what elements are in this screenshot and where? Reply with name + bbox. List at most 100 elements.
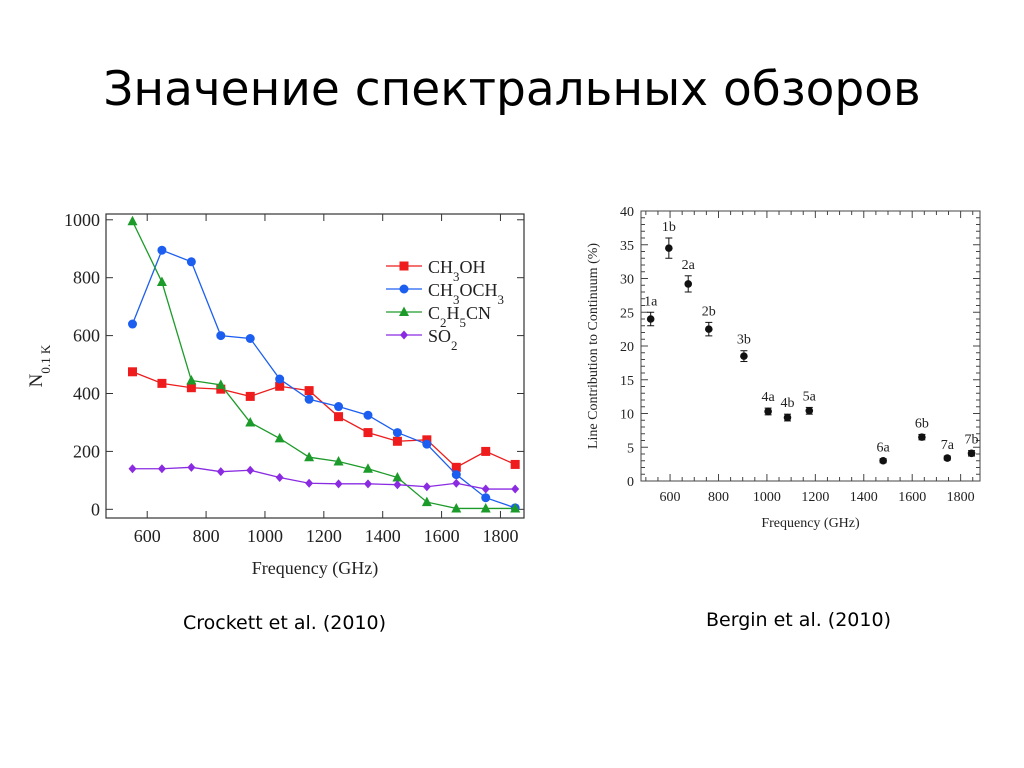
data-point-ch3och3: [186, 257, 196, 267]
legend-label: CH3OCH3: [428, 280, 504, 307]
data-point-ch3och3: [481, 493, 491, 503]
point-label-3b: 3b: [737, 333, 751, 348]
x-tick-label: 1800: [947, 490, 975, 505]
y-tick-label: 800: [73, 268, 100, 288]
x-tick-label: 1200: [801, 490, 829, 505]
point-label-1b: 1b: [662, 220, 676, 235]
x-tick-label: 1200: [306, 526, 342, 546]
data-point-ch3oh: [245, 391, 255, 401]
x-tick-label: 1400: [850, 490, 878, 505]
data-point-ch3oh: [186, 383, 196, 393]
data-point-c2h5cn: [156, 276, 167, 287]
point-label-4a: 4a: [762, 390, 776, 405]
data-point-so2: [157, 464, 166, 474]
point-label-7b: 7b: [965, 433, 979, 448]
data-point-ch3och3: [304, 394, 314, 404]
y-tick-label: 35: [620, 239, 634, 254]
data-point-c2h5cn: [362, 463, 373, 473]
x-tick-label: 1400: [365, 526, 401, 546]
y-tick-label: 30: [620, 273, 634, 288]
legend-marker: [399, 261, 409, 271]
y-axis-label-group: N0.1 K: [26, 344, 53, 387]
data-point-c2h5cn: [274, 432, 285, 443]
data-point-c2h5cn: [451, 502, 462, 513]
data-point-4b: [783, 413, 792, 422]
data-point-ch3oh: [363, 428, 373, 438]
series-line-ch3oh: [132, 371, 516, 469]
y-tick-label: 0: [627, 475, 634, 490]
x-axis-label: Frequency (GHz): [761, 516, 860, 531]
data-point-3b: [740, 352, 748, 360]
data-point-ch3oh: [451, 462, 461, 472]
x-tick-label: 600: [134, 526, 161, 546]
caption-bergin: Bergin et al. (2010): [706, 609, 891, 631]
data-point-ch3och3: [245, 333, 255, 343]
y-tick-label: 400: [73, 384, 100, 404]
data-point-so2: [422, 482, 431, 492]
slide-title: Значение спектральных обзоров: [103, 62, 921, 117]
y-tick-label: 40: [620, 205, 634, 220]
point-label-7a: 7a: [941, 438, 955, 453]
data-point-c2h5cn: [127, 215, 138, 226]
data-point-2a: [684, 280, 693, 288]
legend-marker: [399, 306, 409, 316]
data-point-so2: [334, 479, 343, 489]
point-label-4b: 4b: [780, 396, 794, 411]
data-point-7a: [943, 454, 952, 462]
data-point-6b: [918, 433, 926, 441]
data-point-ch3oh: [275, 381, 285, 391]
data-point-so2: [481, 484, 490, 494]
x-axis-label: Frequency (GHz): [252, 558, 378, 579]
point-label-6b: 6b: [915, 416, 929, 431]
x-tick-label: 1000: [753, 490, 781, 505]
data-point-2b: [705, 325, 713, 333]
legend-marker: [400, 330, 408, 340]
data-point-so2: [305, 478, 314, 488]
data-point-ch3oh: [157, 378, 167, 388]
series-line-ch3och3: [131, 249, 516, 509]
data-point-c2h5cn: [392, 471, 403, 482]
data-point-so2: [128, 464, 137, 474]
y-tick-label: 20: [620, 340, 634, 355]
y-tick-label: 0: [91, 499, 100, 519]
data-point-so2: [216, 467, 225, 477]
data-point-1a: [646, 315, 655, 323]
point-label-2b: 2b: [702, 304, 716, 319]
data-point-5a: [805, 407, 814, 415]
data-point-so2: [275, 472, 284, 482]
y-tick-label: 5: [627, 441, 634, 456]
data-point-c2h5cn: [304, 451, 315, 462]
x-tick-label: 800: [708, 490, 729, 505]
data-point-so2: [363, 479, 372, 489]
point-label-2a: 2a: [682, 258, 696, 273]
y-tick-label: 200: [73, 441, 100, 461]
plot-frame: [640, 210, 981, 482]
data-point-so2: [246, 465, 255, 475]
data-point-c2h5cn: [245, 416, 256, 427]
x-tick-label: 600: [660, 490, 681, 505]
x-tick-label: 800: [193, 526, 220, 546]
data-point-ch3och3: [422, 439, 432, 449]
x-tick-label: 1600: [898, 490, 926, 505]
legend-marker: [399, 284, 409, 294]
x-tick-label: 1800: [482, 526, 518, 546]
data-point-ch3oh: [304, 386, 314, 396]
data-point-ch3och3: [216, 331, 226, 341]
y-axis-label: Line Contribution to Continuum (%): [586, 243, 601, 449]
data-point-ch3och3: [334, 402, 344, 412]
legend-label: C2H5CN: [428, 303, 491, 330]
data-point-so2: [511, 484, 520, 494]
data-point-ch3oh: [510, 459, 520, 469]
data-point-ch3oh: [392, 436, 402, 446]
data-point-7b: [967, 449, 976, 458]
y-tick-label: 1000: [64, 210, 100, 230]
data-point-ch3och3: [157, 245, 167, 255]
data-point-c2h5cn: [510, 502, 521, 513]
data-point-4a: [764, 407, 772, 416]
data-point-ch3oh: [216, 384, 226, 394]
y-axis-label: N0.1 K: [26, 344, 53, 387]
y-tick-label: 15: [620, 374, 634, 389]
data-point-6a: [879, 456, 887, 465]
point-label-1a: 1a: [644, 294, 658, 309]
data-point-ch3oh: [481, 446, 491, 456]
